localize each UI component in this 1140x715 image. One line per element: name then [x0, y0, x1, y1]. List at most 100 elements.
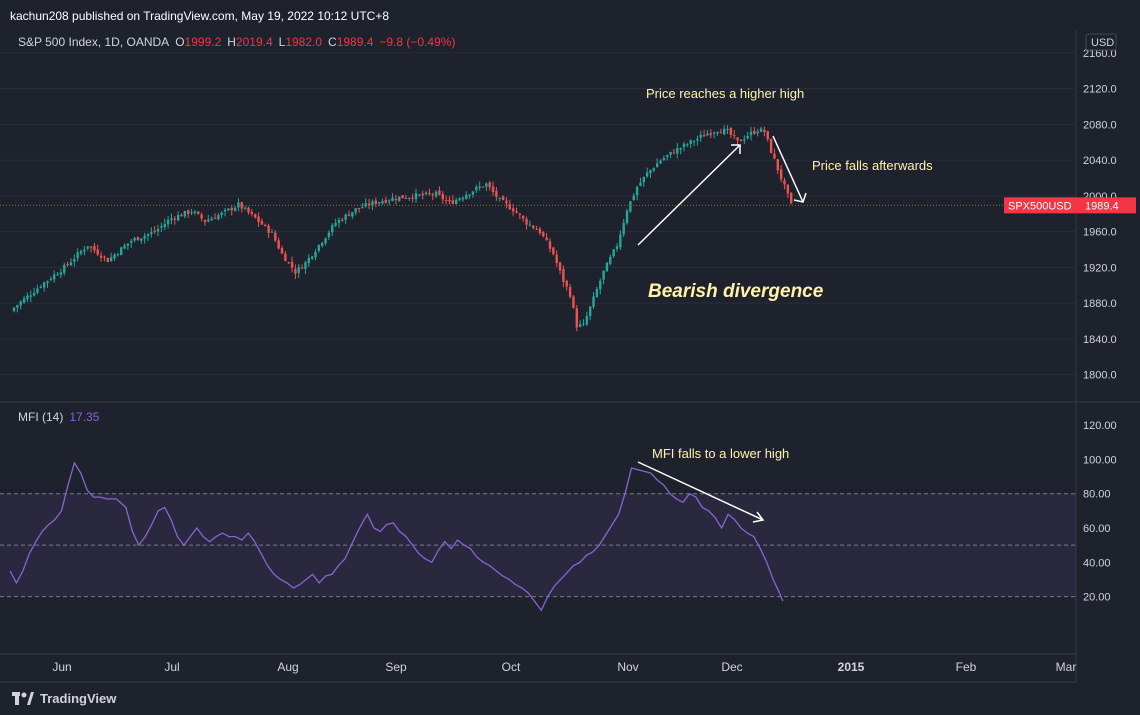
time-tick-label: Mar [1056, 660, 1077, 674]
candle [237, 198, 240, 212]
candle-body [662, 158, 666, 161]
candle-body [471, 191, 475, 195]
candle [712, 131, 716, 139]
candle-body [391, 197, 394, 201]
candle-body [106, 258, 109, 263]
candle [250, 209, 254, 217]
candle [625, 208, 629, 225]
candle-body [619, 234, 622, 248]
candle-body [525, 218, 528, 225]
candle [639, 177, 642, 187]
candle-body [374, 200, 377, 204]
candle [465, 191, 468, 200]
candle-body [578, 324, 582, 327]
candle-body [779, 169, 783, 180]
candle-body [411, 197, 414, 199]
candle-body [213, 217, 217, 219]
candle-body [434, 191, 438, 197]
candle-body [706, 133, 709, 136]
candle [381, 198, 384, 205]
candle [203, 219, 207, 226]
candle-body [444, 199, 448, 201]
candle-body [321, 242, 324, 246]
candle-body [652, 168, 656, 171]
candle-body [401, 195, 404, 199]
candle [495, 187, 498, 201]
candle-body [297, 267, 300, 273]
candle [257, 212, 260, 227]
price-tick-label: 1960.0 [1083, 227, 1117, 239]
candle-body [183, 211, 187, 217]
candle-body [538, 228, 542, 234]
candle [498, 197, 501, 202]
candle [307, 254, 310, 267]
candle [294, 264, 297, 279]
candle [49, 276, 53, 282]
candle-body [341, 219, 344, 221]
candle-body [243, 207, 247, 209]
candle [210, 216, 213, 221]
candle [545, 233, 548, 241]
candle-body [495, 190, 498, 197]
candle-body [381, 201, 384, 204]
time-tick-label: Jul [164, 660, 179, 674]
candle-body [582, 323, 585, 325]
candle-body [481, 186, 485, 188]
candle-body [421, 193, 424, 196]
candle [672, 148, 676, 155]
candle-body [317, 244, 321, 251]
candle [321, 242, 324, 248]
candle [635, 185, 639, 201]
candle [585, 311, 589, 326]
candle [337, 217, 341, 228]
candle [200, 212, 203, 222]
candle [709, 129, 712, 139]
candle-body [645, 172, 649, 177]
annotation-price-falls: Price falls afterwards [812, 158, 933, 173]
candle [56, 272, 59, 276]
candle [270, 228, 274, 233]
candle [103, 255, 106, 262]
candle-body [223, 209, 227, 212]
candle-body [16, 305, 19, 308]
candle-body [548, 241, 552, 249]
candle [166, 216, 170, 229]
candle [749, 126, 753, 141]
candle [726, 125, 729, 135]
candle [424, 191, 428, 196]
candle-body [542, 232, 545, 237]
candle [575, 305, 578, 332]
candle-body [197, 211, 200, 214]
candle [267, 223, 270, 239]
candle-body [63, 264, 66, 273]
candle [26, 292, 29, 302]
candle-body [404, 198, 408, 200]
currency-badge[interactable]: USD [1085, 33, 1117, 51]
candle [190, 208, 193, 215]
candle-body [498, 197, 501, 199]
candle-body [314, 251, 317, 258]
price-grid [0, 52, 1076, 376]
candle [702, 129, 706, 137]
candle-body [572, 296, 575, 308]
candle [388, 199, 391, 206]
candle [398, 196, 401, 202]
candle-body [210, 218, 213, 221]
candle-body [156, 228, 160, 232]
candle [361, 203, 364, 209]
mfi-tick-label: 60.00 [1083, 523, 1111, 535]
candle [522, 214, 525, 222]
candle [59, 268, 63, 279]
candle [290, 256, 294, 273]
candle [63, 262, 66, 276]
candle-body [160, 226, 163, 228]
candle-body [331, 225, 334, 233]
candle-body [371, 201, 374, 206]
candle [552, 246, 555, 256]
candle-body [280, 248, 284, 254]
candle [143, 232, 146, 244]
candle [589, 305, 592, 321]
candle [116, 252, 120, 257]
candle [347, 210, 351, 217]
